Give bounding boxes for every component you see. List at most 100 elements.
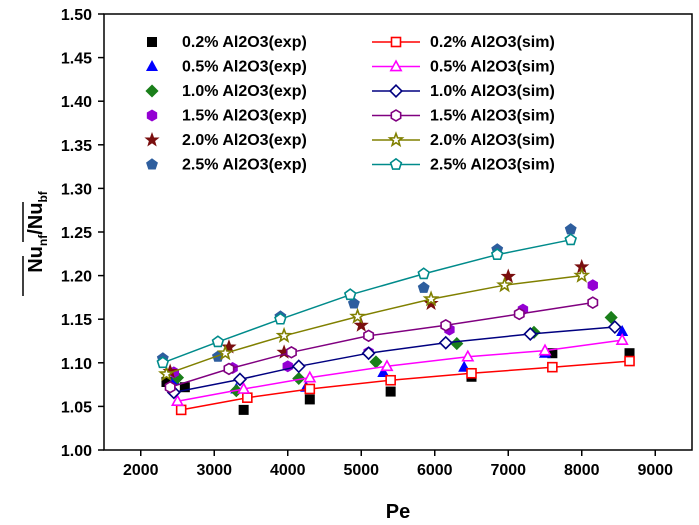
data-point (242, 392, 253, 403)
x-axis-title: Pe (386, 501, 410, 523)
series-sim-10 (158, 266, 591, 382)
series-exp-2 (170, 310, 618, 398)
data-point (221, 339, 237, 354)
data-point (369, 355, 383, 369)
y-tick-label: 1.00 (61, 443, 92, 460)
legend-label: 0.2% Al2O3(sim) (430, 34, 555, 51)
data-point (624, 355, 635, 367)
series-sim-7 (170, 333, 629, 407)
y-axis-title: Nunf/Nubf (22, 190, 50, 296)
x-tick-label: 5000 (343, 462, 379, 479)
data-point (423, 295, 439, 310)
data-point (363, 329, 375, 343)
data-point (564, 233, 578, 246)
data-point (275, 326, 293, 343)
y-axis-title-nu1: Nu (25, 246, 47, 273)
series-sim-11 (156, 233, 578, 369)
legend-marker (390, 36, 402, 48)
data-point (385, 386, 396, 397)
data-point (211, 335, 225, 348)
data-point (461, 349, 475, 362)
data-point (547, 361, 558, 373)
x-tick-label: 9000 (637, 462, 673, 479)
data-point (291, 359, 306, 374)
legend-label: 0.5% Al2O3(sim) (430, 59, 555, 76)
data-point (422, 290, 440, 307)
data-point (304, 394, 315, 405)
legend-label: 1.0% Al2O3(sim) (430, 83, 555, 100)
data-point (523, 327, 538, 342)
data-point (587, 296, 599, 309)
legend-marker (145, 84, 159, 98)
legend-marker (147, 37, 157, 47)
data-point (303, 370, 317, 383)
data-point (440, 318, 452, 332)
legend-label: 0.2% Al2O3(exp) (182, 34, 307, 51)
legend-label: 1.0% Al2O3(exp) (182, 83, 307, 100)
y-tick-label: 1.05 (61, 399, 92, 416)
data-point (175, 404, 187, 416)
legend-marker (387, 131, 405, 148)
y-axis-title-sub2: bf (36, 190, 50, 202)
data-point (496, 276, 513, 293)
legend-marker (390, 109, 402, 122)
x-tick-label: 6000 (417, 462, 453, 479)
data-point (158, 365, 175, 382)
data-point (274, 312, 287, 325)
x-tick-label: 2000 (123, 462, 159, 479)
series-layer (156, 223, 635, 416)
legend-label: 0.5% Al2O3(exp) (182, 59, 307, 76)
series-sim-8 (166, 320, 622, 400)
legend-label: 2.0% Al2O3(exp) (182, 132, 307, 149)
data-point (170, 394, 185, 407)
x-axis-ticks: 2000 3000 4000 5000 6000 7000 8000 9000 (123, 450, 673, 479)
y-tick-label: 1.50 (61, 7, 92, 24)
legend-marker (389, 84, 403, 98)
data-point (361, 346, 376, 361)
data-point (380, 359, 394, 372)
series-sim-9 (164, 296, 599, 394)
legend-marker (389, 59, 403, 72)
legend-marker (146, 158, 158, 170)
data-point (156, 356, 170, 369)
data-point (343, 288, 357, 301)
data-point (466, 367, 477, 379)
y-tick-label: 1.25 (61, 225, 92, 242)
data-point (538, 343, 552, 356)
y-tick-label: 1.30 (61, 181, 92, 198)
y-tick-label: 1.35 (61, 138, 92, 155)
y-axis-title-nu2: Nu (25, 203, 47, 230)
data-point (349, 307, 366, 324)
data-point (232, 372, 247, 387)
data-point (237, 381, 251, 394)
x-tick-label: 8000 (564, 462, 600, 479)
data-point (223, 362, 235, 376)
data-point (607, 320, 622, 335)
data-point (615, 333, 629, 345)
data-point (587, 279, 598, 292)
legend: 0.2% Al2O3(exp) 0.5% Al2O3(exp) 1.0% Al2O3… (144, 34, 555, 174)
data-point (564, 223, 577, 235)
data-point (216, 344, 234, 361)
y-tick-label: 1.45 (61, 51, 92, 68)
y-tick-label: 1.15 (61, 312, 92, 329)
series-line (162, 239, 571, 364)
y-axis-ticks: 1.00 1.05 1.10 1.15 1.20 1.25 1.30 1.35 1.40 1.45… (61, 7, 104, 460)
y-tick-label: 1.10 (61, 356, 92, 373)
svg-text:Nunf/Nubf: Nunf/Nubf (25, 190, 50, 273)
series-sim-6 (175, 355, 635, 416)
legend-marker (145, 60, 159, 72)
legend-marker (389, 157, 403, 170)
data-point (490, 248, 504, 261)
data-point (238, 404, 249, 415)
legend-label: 2.5% Al2O3(sim) (430, 157, 555, 174)
data-point (438, 335, 453, 350)
x-tick-label: 7000 (490, 462, 526, 479)
data-point (285, 346, 297, 359)
data-point (353, 317, 369, 332)
x-tick-label: 3000 (196, 462, 232, 479)
legend-label: 2.0% Al2O3(sim) (430, 132, 555, 149)
data-point (385, 374, 396, 386)
series-exp-4 (162, 258, 590, 378)
